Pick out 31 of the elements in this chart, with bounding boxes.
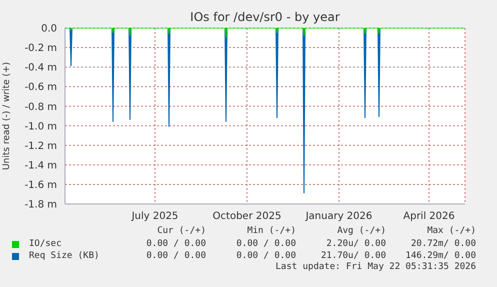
text: 0.00 / 0.00 xyxy=(235,239,296,249)
y-tick-label: -0.6 m xyxy=(24,82,57,94)
text: 2.20u/ 0.00 xyxy=(325,239,386,249)
text: Max (-/+) xyxy=(426,226,476,238)
y-tick-label: -1.6 m xyxy=(24,180,57,191)
y-tick-label: -0.8 m xyxy=(24,102,57,113)
y-tick-label: -1.4 m xyxy=(24,160,57,172)
text: Min (-/+) xyxy=(246,226,296,238)
y-tick-label: -1.0 m xyxy=(24,121,57,132)
y-tick-label: -0.4 m xyxy=(24,62,57,74)
text: Avg (-/+) xyxy=(336,226,386,238)
text: Last update: Fri May 22 05:31:35 2026 xyxy=(274,262,476,274)
x-tick-label: July 2025 xyxy=(130,211,178,222)
text: 146.29m/ 0.00 xyxy=(404,251,476,261)
y-tick-label: 0.0 xyxy=(41,24,57,35)
y-tick-label: -0.2 m xyxy=(24,43,57,54)
chart-title: IOs for /dev/sr0 - by year xyxy=(189,10,341,24)
text: 20.72m/ 0.00 xyxy=(410,239,476,249)
x-tick-label: January 2026 xyxy=(304,211,372,222)
x-tick-label: April 2026 xyxy=(403,211,455,222)
y-tick-label: -1.2 m xyxy=(24,140,57,152)
legend-label: Req Size (KB) xyxy=(29,251,100,261)
legend-label: IO/sec xyxy=(29,239,62,249)
x-tick-label: October 2025 xyxy=(212,211,282,222)
text: 0.00 / 0.00 xyxy=(145,239,206,249)
text: Cur (-/+) xyxy=(156,226,206,238)
text: 0.00 / 0.00 xyxy=(145,251,206,261)
text: 21.70u/ 0.00 xyxy=(320,251,386,261)
y-axis-title: Units read (-) / write (+) xyxy=(2,62,12,170)
text: 0.00 / 0.00 xyxy=(235,251,296,261)
y-tick-label: -1.8 m xyxy=(24,200,57,211)
